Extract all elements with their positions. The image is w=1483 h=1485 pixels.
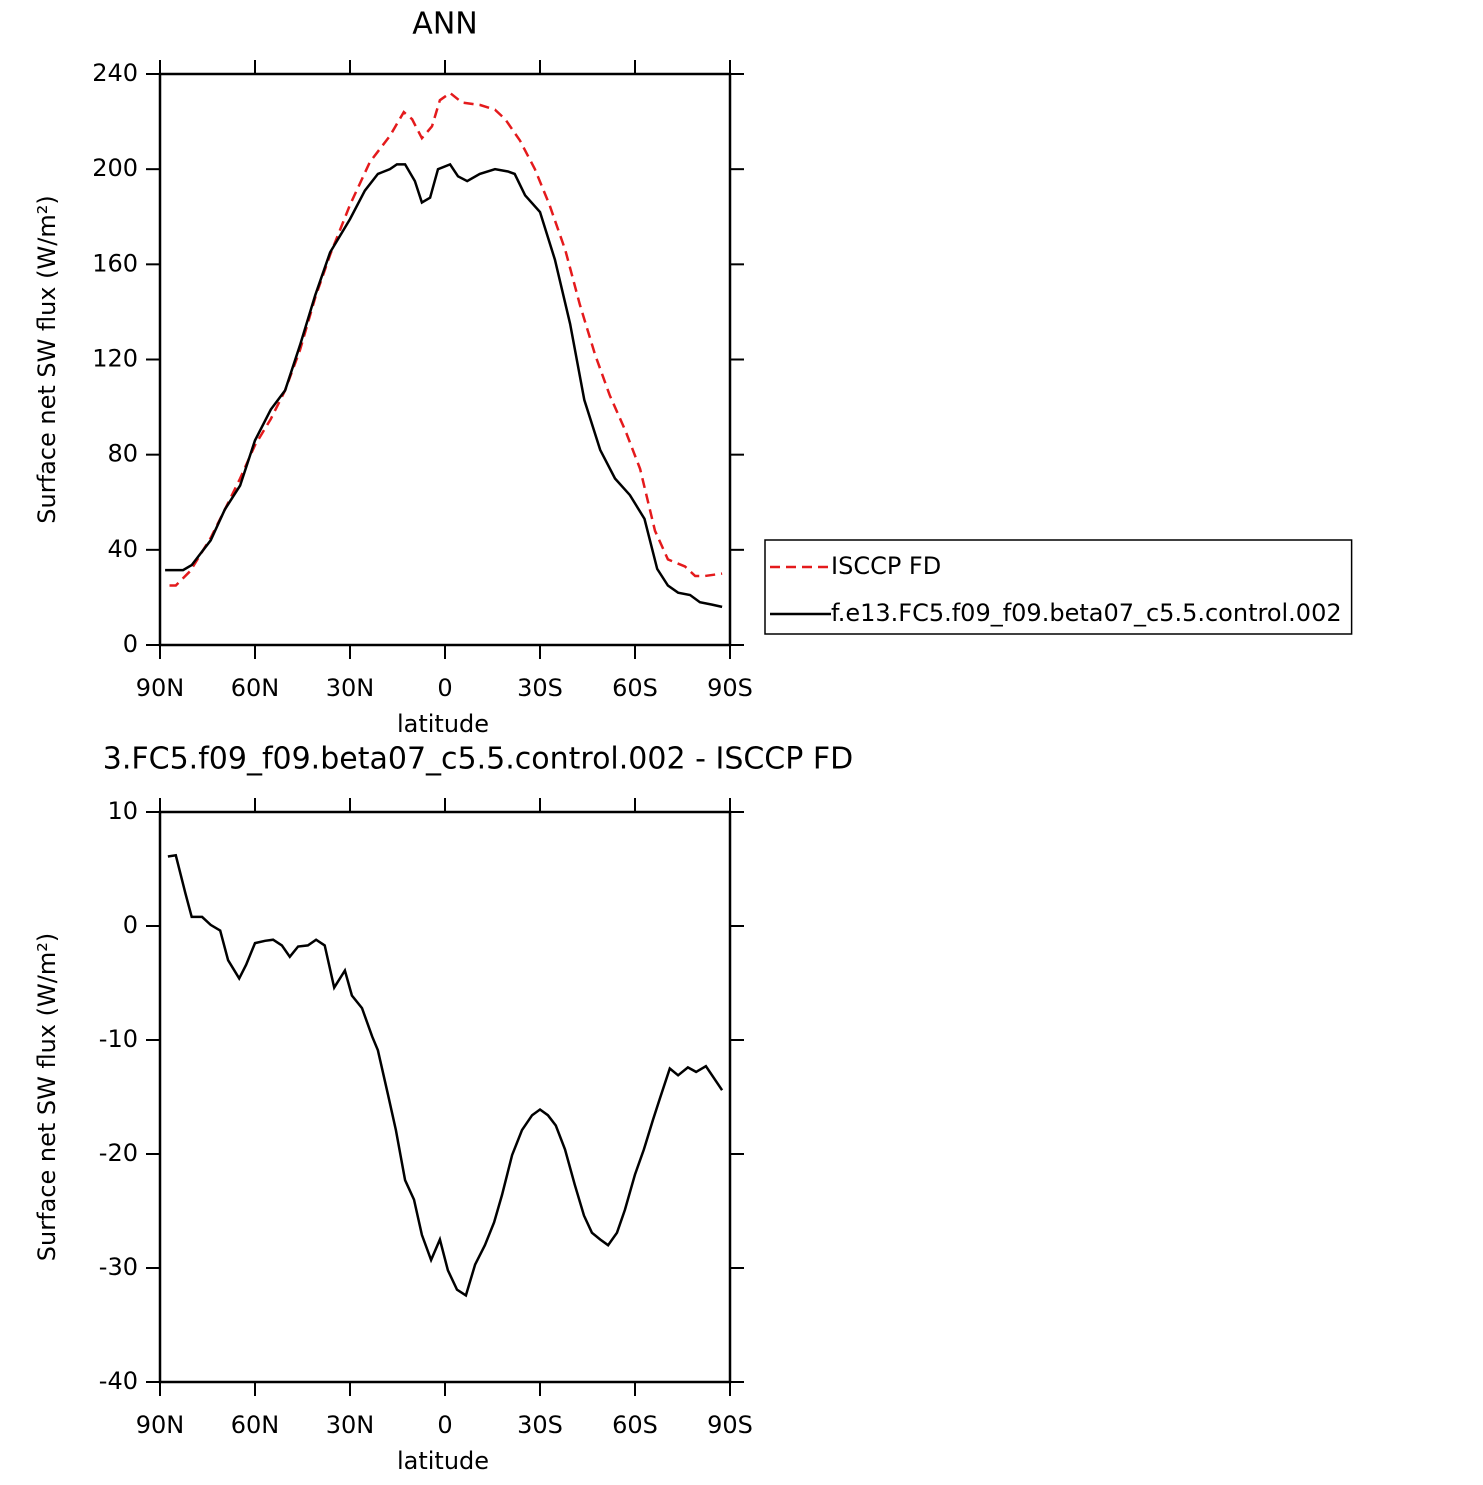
y-tick-label: -20	[99, 1139, 138, 1167]
x-tick-label: 60S	[612, 674, 658, 702]
x-tick-label: 30S	[517, 674, 563, 702]
y-axis-label: Surface net SW flux (W/m²)	[33, 933, 61, 1261]
x-tick-label: 60N	[231, 674, 280, 702]
y-tick-label: 10	[107, 797, 138, 825]
y-tick-label: -40	[99, 1367, 138, 1395]
legend-label: ISCCP FD	[831, 552, 941, 580]
plot-frame	[158, 72, 732, 647]
y-tick-label: -30	[99, 1253, 138, 1281]
chart-title: ANN	[412, 7, 477, 42]
y-tick-label: 120	[92, 345, 138, 373]
x-tick-label: 0	[437, 674, 452, 702]
x-tick-label: 90S	[707, 1411, 753, 1439]
plot-frame	[158, 810, 732, 1384]
legend-box	[764, 539, 1353, 635]
x-tick-label: 0	[437, 1411, 452, 1439]
x-tick-label: 60N	[231, 1411, 280, 1439]
x-tick-label: 90S	[707, 674, 753, 702]
y-axis-label: Surface net SW flux (W/m²)	[33, 195, 61, 523]
x-tick-label: 60S	[612, 1411, 658, 1439]
x-axis-label: latitude	[397, 1447, 489, 1475]
data-line	[167, 853, 724, 1298]
y-tick-label: 40	[107, 535, 138, 563]
data-line	[169, 91, 723, 587]
x-tick-label: 30S	[517, 1411, 563, 1439]
x-tick-label: 30N	[326, 1411, 375, 1439]
x-axis-label: latitude	[397, 710, 489, 738]
data-line	[165, 162, 723, 609]
legend: ISCCP FD f.e13.FC5.f09_f09.beta07_c5.5.co…	[764, 539, 1353, 635]
x-tick-label: 30N	[326, 674, 375, 702]
y-tick-label: 240	[92, 59, 138, 87]
y-tick-label: 0	[123, 911, 138, 939]
y-tick-label: 80	[107, 440, 138, 468]
x-tick-label: 90N	[136, 1411, 185, 1439]
x-tick-label: 90N	[136, 674, 185, 702]
y-tick-label: 0	[123, 630, 138, 658]
y-tick-label: 160	[92, 249, 138, 277]
legend-label: f.e13.FC5.f09_f09.beta07_c5.5.control.00…	[831, 599, 1342, 627]
y-tick-label: 200	[92, 154, 138, 182]
chart-title: 3.FC5.f09_f09.beta07_c5.5.control.002 - …	[103, 742, 853, 777]
y-tick-label: -10	[99, 1025, 138, 1053]
